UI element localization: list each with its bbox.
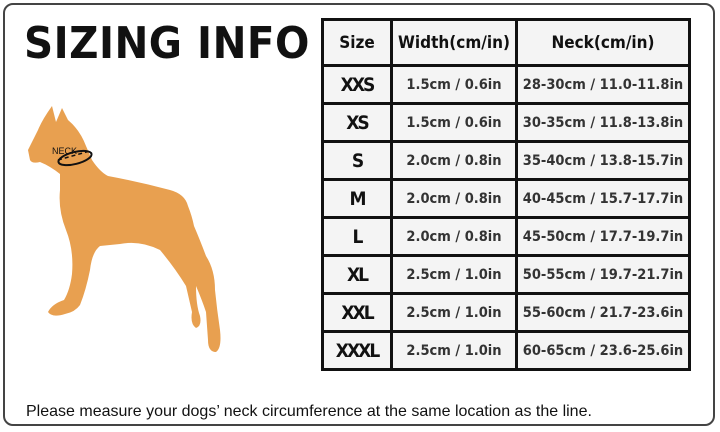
chart-frame (3, 3, 715, 426)
cell-neck: 55-60cm / 21.7-23.6in (515, 292, 691, 333)
table-row: L 2.0cm / 0.8in 45-50cm / 17.7-19.7in (321, 216, 691, 257)
table-row: XL 2.5cm / 1.0in 50-55cm / 19.7-21.7in (321, 254, 691, 295)
header-size: Size (321, 18, 393, 67)
table-row: XS 1.5cm / 0.6in 30-35cm / 11.8-13.8in (321, 102, 691, 143)
cell-size: M (321, 178, 393, 219)
cell-width: 2.5cm / 1.0in (390, 254, 518, 295)
dog-silhouette-illustration: NECK (28, 106, 221, 352)
cell-size: S (321, 140, 393, 181)
table-row: XXXL 2.5cm / 1.0in 60-65cm / 23.6-25.6in (321, 330, 691, 371)
table-row: M 2.0cm / 0.8in 40-45cm / 15.7-17.7in (321, 178, 691, 219)
cell-neck: 30-35cm / 11.8-13.8in (515, 102, 691, 143)
cell-neck: 45-50cm / 17.7-19.7in (515, 216, 691, 257)
table-row: XXS 1.5cm / 0.6in 28-30cm / 11.0-11.8in (321, 64, 691, 105)
cell-size: XXS (321, 64, 393, 105)
cell-size: XXL (321, 292, 393, 333)
table-row: S 2.0cm / 0.8in 35-40cm / 13.8-15.7in (321, 140, 691, 181)
cell-neck: 60-65cm / 23.6-25.6in (515, 330, 691, 371)
neck-line (57, 149, 93, 167)
table-row: XXL 2.5cm / 1.0in 55-60cm / 21.7-23.6in (321, 292, 691, 333)
table-header-row: Size Width(cm/in) Neck(cm/in) (321, 18, 691, 67)
measurement-note: Please measure your dogs’ neck circumfer… (26, 403, 592, 420)
neck-label: NECK (52, 146, 77, 156)
header-width: Width(cm/in) (390, 18, 518, 67)
cell-width: 2.0cm / 0.8in (390, 216, 518, 257)
cell-neck: 35-40cm / 13.8-15.7in (515, 140, 691, 181)
cell-size: XL (321, 254, 393, 295)
cell-size: L (321, 216, 393, 257)
cell-width: 2.0cm / 0.8in (390, 140, 518, 181)
cell-neck: 40-45cm / 15.7-17.7in (515, 178, 691, 219)
cell-size: XXXL (321, 330, 393, 371)
dog-body (28, 106, 221, 352)
header-neck: Neck(cm/in) (515, 18, 691, 67)
cell-width: 2.0cm / 0.8in (390, 178, 518, 219)
cell-neck: 50-55cm / 19.7-21.7in (515, 254, 691, 295)
neck-dashed-line (57, 150, 91, 161)
cell-width: 2.5cm / 1.0in (390, 292, 518, 333)
sizing-table: Size Width(cm/in) Neck(cm/in) XXS 1.5cm /… (321, 18, 691, 371)
cell-width: 1.5cm / 0.6in (390, 64, 518, 105)
cell-size: XS (321, 102, 393, 143)
page-title: SIZING INFO (24, 18, 310, 69)
cell-width: 2.5cm / 1.0in (390, 330, 518, 371)
cell-width: 1.5cm / 0.6in (390, 102, 518, 143)
cell-neck: 28-30cm / 11.0-11.8in (515, 64, 691, 105)
